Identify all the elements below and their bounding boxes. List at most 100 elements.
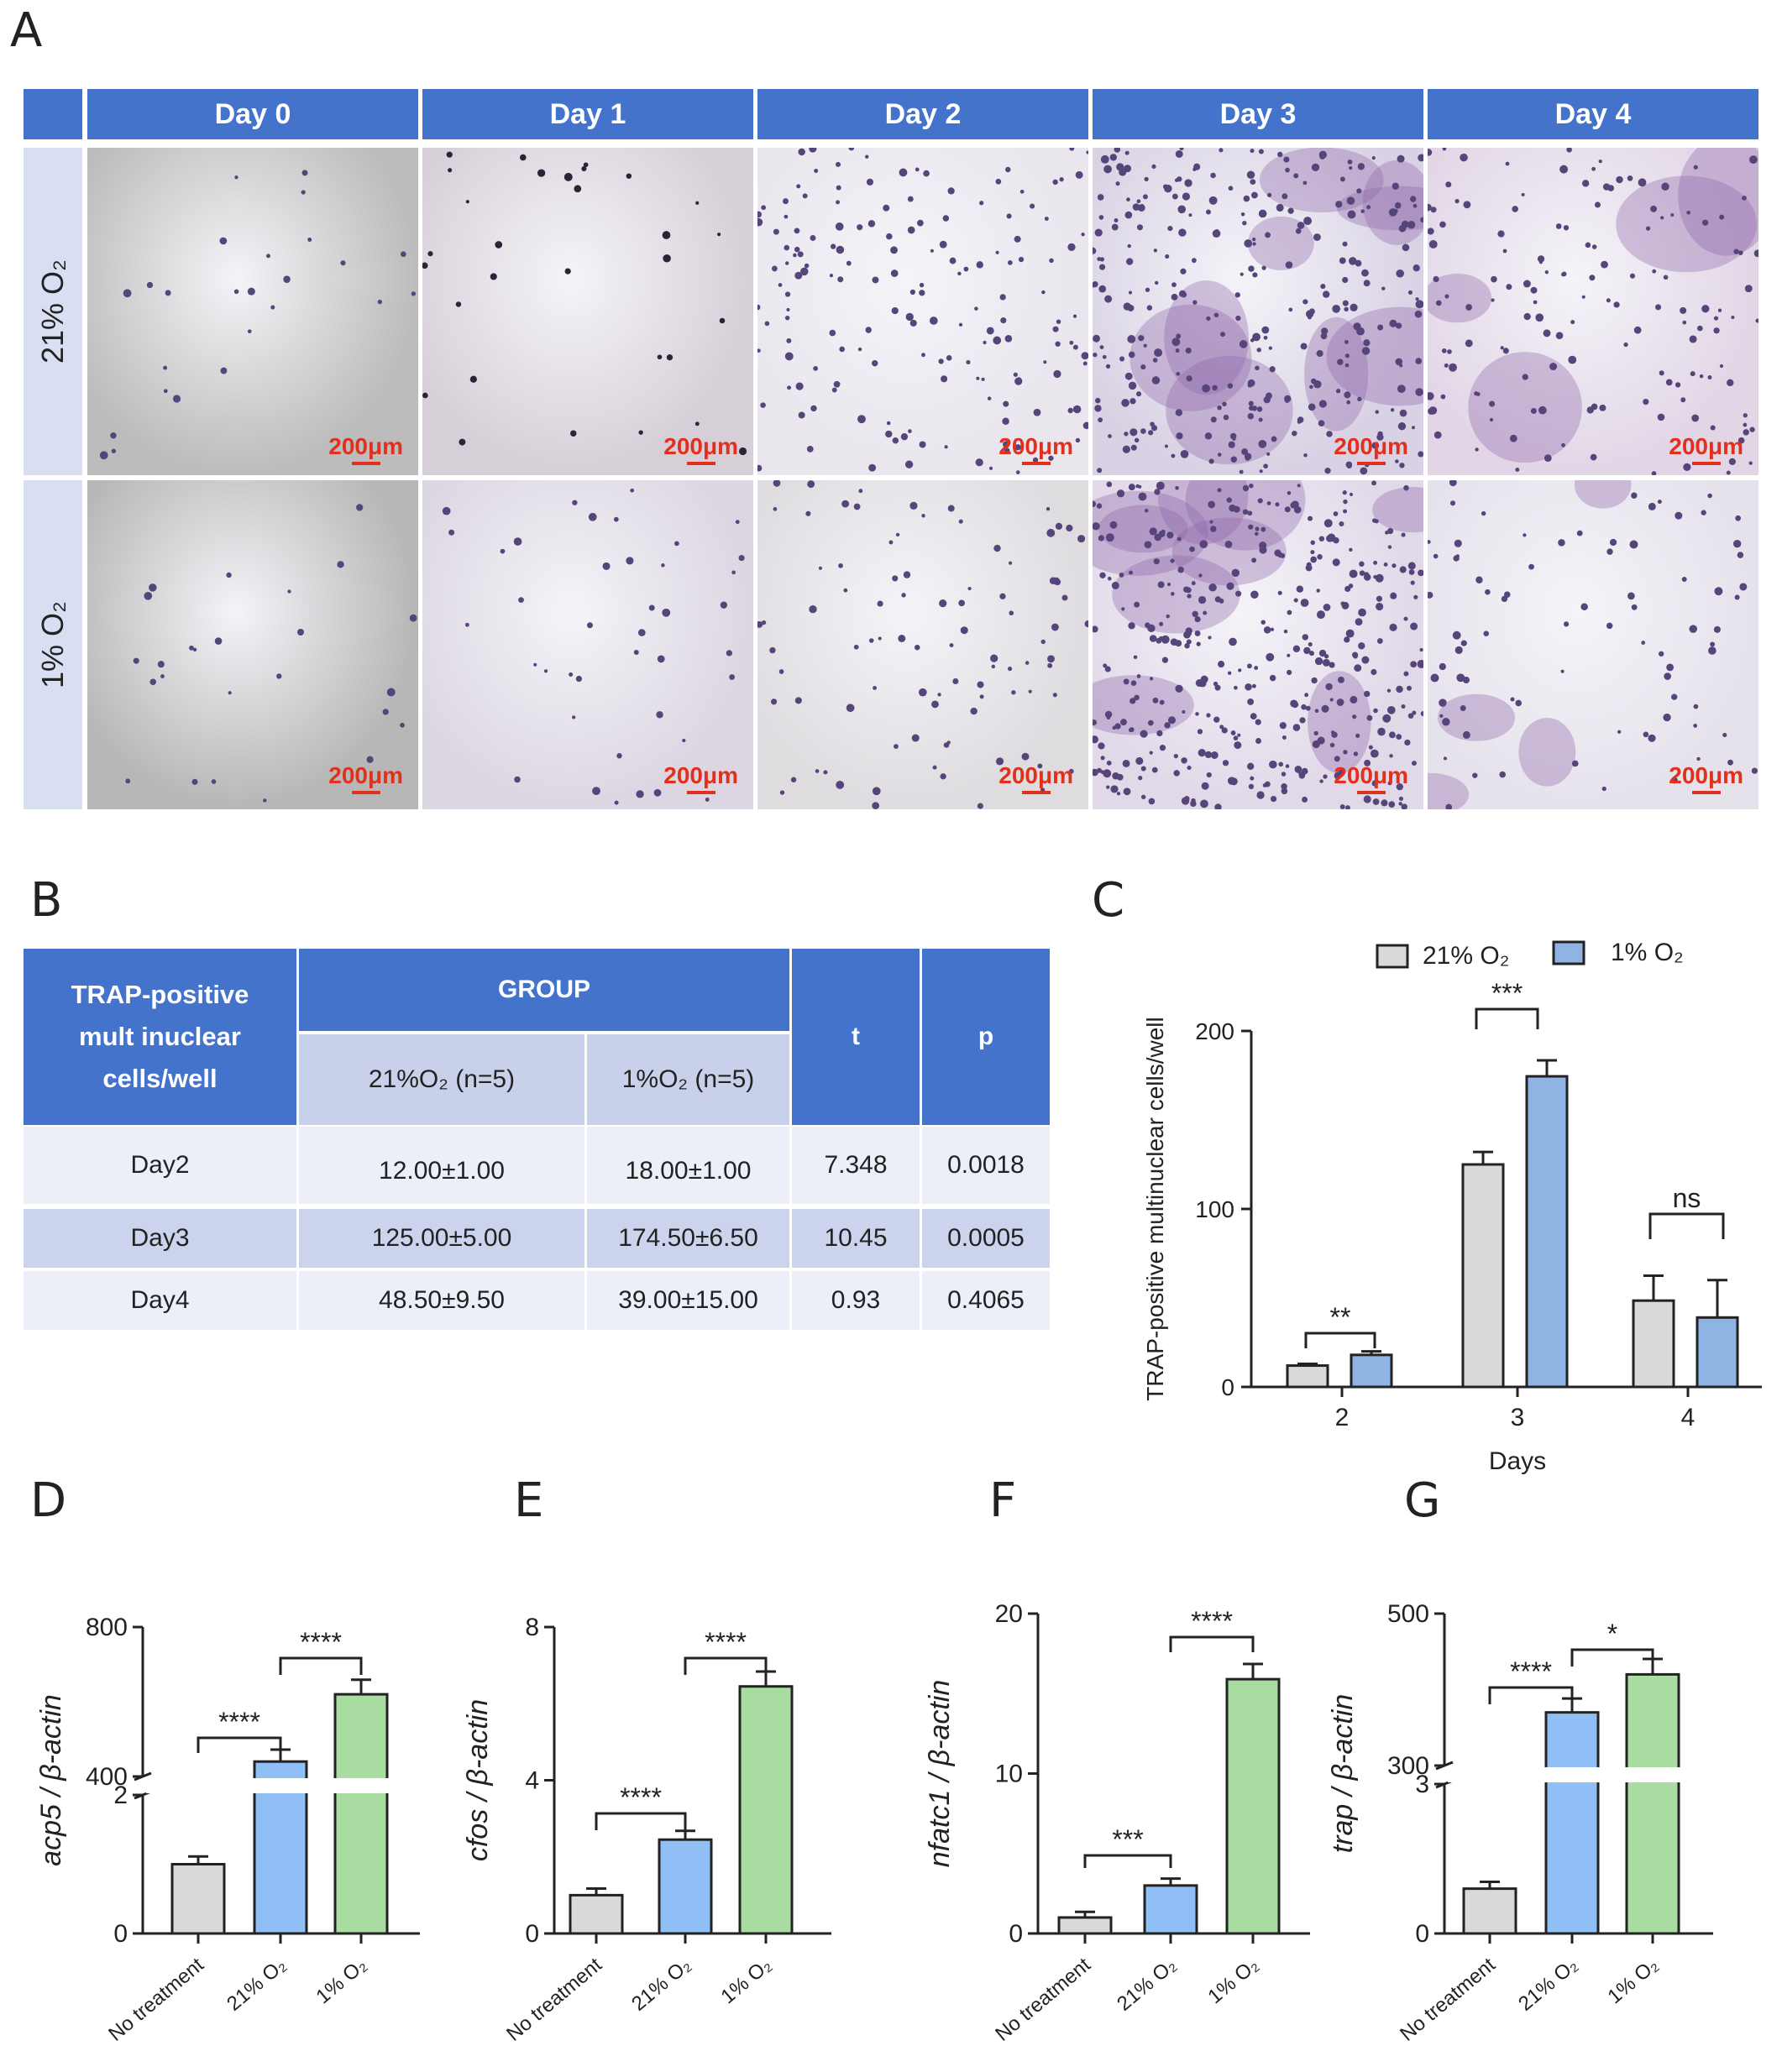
- cell-dot: [1140, 766, 1146, 772]
- cell-dot: [1327, 533, 1336, 542]
- cell-dot: [1030, 203, 1035, 209]
- cell-dot: [1444, 363, 1449, 368]
- cell-dot: [1749, 155, 1758, 164]
- micro-image-r0-c4: 200μm: [1428, 148, 1758, 475]
- cell-dot: [1106, 760, 1112, 766]
- cell-dot: [1563, 225, 1570, 231]
- cell-dot: [1530, 407, 1537, 414]
- cell-dot: [783, 198, 789, 205]
- cell-dot: [1271, 436, 1277, 442]
- cell-dot: [1344, 636, 1350, 643]
- micro-image-r1-c4: 200μm: [1428, 480, 1758, 809]
- cell-dot: [1232, 437, 1236, 441]
- cell-dot: [1440, 394, 1446, 400]
- cell-dot: [1247, 699, 1255, 705]
- cell-dot: [226, 572, 232, 578]
- f-y-tick-label: 10: [995, 1761, 1023, 1788]
- cell-dot: [1202, 384, 1211, 393]
- cell-dot: [1204, 751, 1213, 759]
- cell-dot: [958, 599, 966, 607]
- cell-dot: [974, 306, 978, 311]
- cell-dot: [1219, 148, 1224, 153]
- cell-dot: [1189, 546, 1195, 552]
- cell-dot: [1055, 341, 1061, 347]
- cell-dot: [719, 317, 726, 324]
- cell-dot: [1105, 533, 1114, 542]
- cell-dot: [1243, 195, 1250, 202]
- cell-dot: [796, 184, 801, 189]
- cell-dot: [1430, 673, 1439, 683]
- cell-dot: [1283, 156, 1290, 163]
- cell-dot: [1262, 783, 1267, 787]
- cell-dot: [160, 674, 165, 678]
- cell-dot: [1094, 405, 1102, 412]
- panel-letter-e: E: [514, 1473, 544, 1528]
- cell-dot: [1407, 713, 1414, 719]
- cell-dot: [1287, 207, 1294, 214]
- cell-dot: [1186, 375, 1192, 382]
- cell-dot: [1293, 598, 1298, 603]
- cell-dot: [356, 504, 364, 511]
- cell-dot: [1206, 772, 1212, 778]
- cell-dot: [1154, 489, 1161, 495]
- cell-dot: [1097, 194, 1104, 201]
- cell-dot: [1317, 736, 1325, 745]
- cell-dot: [1185, 347, 1192, 354]
- cell-dot: [1320, 284, 1326, 290]
- cell-dot: [1349, 547, 1353, 552]
- cell-dot: [1116, 489, 1125, 498]
- osteoclast-blob: [1336, 186, 1423, 231]
- cell-dot: [1247, 510, 1253, 516]
- cell-dot: [626, 557, 634, 565]
- cell-dot: [892, 437, 899, 444]
- cell-dot: [1465, 304, 1472, 311]
- cell-dot: [1304, 693, 1309, 698]
- cell-dot: [1690, 371, 1696, 377]
- c-legend-swatch-1: [1552, 940, 1585, 965]
- cell-dot: [1737, 552, 1744, 558]
- f-y-tick-label: 20: [995, 1600, 1023, 1628]
- cell-dot: [586, 622, 594, 629]
- cell-dot: [146, 281, 154, 289]
- cell-dot: [1708, 646, 1716, 655]
- cell-dot: [977, 681, 984, 688]
- c-y-tick-label: 0: [1221, 1374, 1234, 1400]
- cell-dot: [1250, 713, 1257, 720]
- cell-dot: [1515, 467, 1520, 472]
- cell-dot: [1261, 326, 1270, 334]
- cell-dot: [1439, 699, 1447, 707]
- cell-dot: [519, 154, 527, 161]
- cell-dot: [1737, 437, 1745, 444]
- cell-dot: [1192, 300, 1198, 305]
- cell-dot: [695, 201, 700, 205]
- cell-dot: [1198, 573, 1203, 578]
- cell-dot: [784, 244, 790, 251]
- cell-dot: [1414, 310, 1423, 318]
- cell-dot: [1485, 589, 1491, 595]
- cell-dot: [1523, 312, 1531, 321]
- scale-bar-line: [1021, 791, 1051, 794]
- cell-dot: [1665, 379, 1673, 386]
- cell-dot: [1323, 654, 1329, 659]
- cell-dot: [297, 628, 305, 636]
- cell-dot: [1570, 320, 1575, 325]
- cell-dot: [1326, 431, 1333, 437]
- cell-dot: [1154, 348, 1163, 358]
- cell-dot: [938, 358, 944, 364]
- cell-dot: [1256, 406, 1263, 412]
- cell-dot: [833, 380, 841, 388]
- cell-dot: [975, 458, 983, 467]
- cell-dot: [1373, 574, 1377, 579]
- cell-dot: [1410, 622, 1418, 630]
- cell-dot: [1180, 268, 1187, 275]
- cell-dot: [1707, 493, 1712, 499]
- cell-dot: [794, 246, 800, 253]
- cell-dot: [1544, 454, 1552, 462]
- cell-dot: [921, 353, 925, 358]
- cell-dot: [1456, 673, 1465, 683]
- cell-dot: [1266, 452, 1271, 456]
- cell-dot: [1009, 610, 1014, 616]
- cell-dot: [674, 541, 679, 547]
- g-y-tick-label: 500: [1387, 1600, 1429, 1628]
- g-break-gap: [1448, 1767, 1716, 1782]
